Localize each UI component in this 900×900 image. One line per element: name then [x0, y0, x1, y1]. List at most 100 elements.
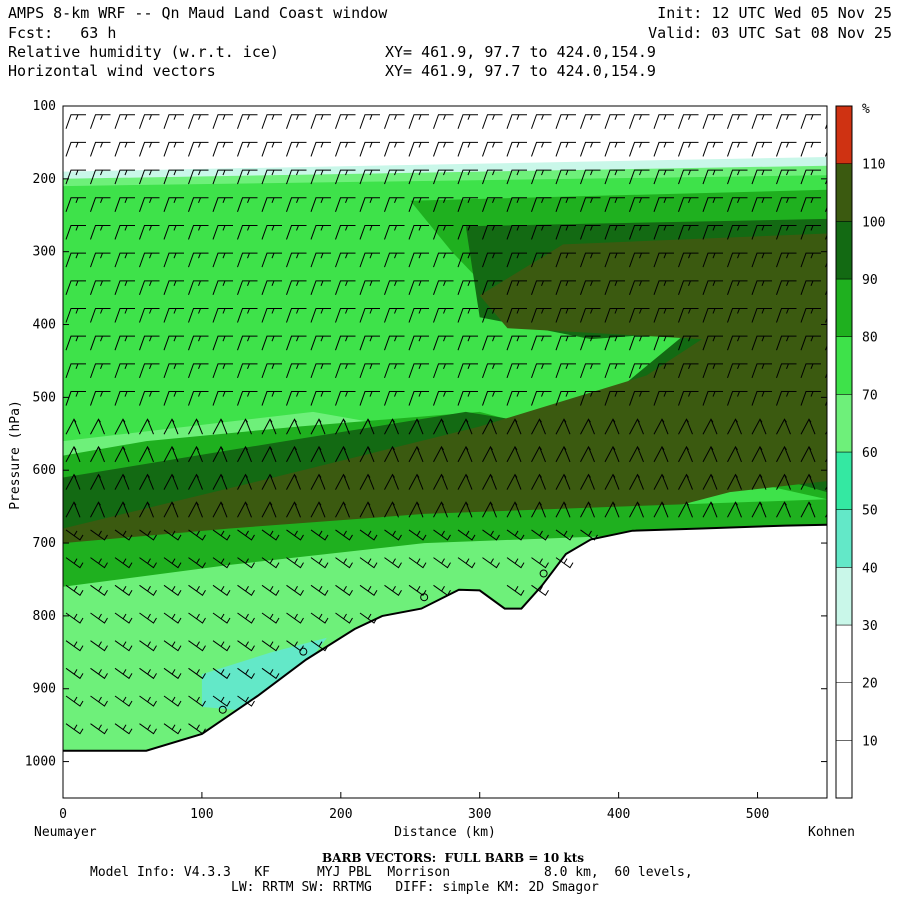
wind-barb [212, 612, 231, 624]
wind-barb [335, 501, 350, 518]
wind-barb [163, 280, 184, 295]
wind-barb [629, 391, 650, 406]
wind-barb [237, 640, 255, 652]
wind-barb [555, 141, 576, 157]
wind-barb [359, 363, 380, 379]
wind-barb [702, 445, 718, 463]
wind-barb [90, 335, 111, 351]
wind-barb [776, 418, 791, 435]
wind-barb [482, 169, 503, 185]
colorbar-swatch [835, 163, 853, 222]
wind-barb [359, 169, 380, 185]
wind-barb [237, 363, 258, 379]
wind-barb [188, 169, 209, 185]
wind-barb [580, 224, 601, 240]
wind-barb [90, 418, 105, 435]
wind-barb [433, 169, 454, 185]
wind-barb [751, 473, 767, 490]
wind-barb [555, 335, 576, 351]
wind-barb [90, 197, 111, 212]
wind-barb [212, 391, 233, 406]
colorbar-swatch [835, 105, 853, 164]
wind-barb [727, 280, 748, 295]
wind-barb [727, 335, 748, 351]
wind-barb [408, 418, 424, 435]
wind-barb [163, 584, 182, 597]
xy-line-2: XY= 461.9, 97.7 to 424.0,154.9 [385, 62, 656, 80]
x-tick-label: 500 [746, 807, 769, 822]
wind-barb [384, 197, 405, 212]
field-label-rh: Relative humidity (w.r.t. ice) [8, 43, 279, 61]
wind-barb [384, 501, 399, 518]
wind-barb [90, 114, 111, 129]
wind-barb [555, 114, 576, 129]
wind-barb [531, 501, 546, 518]
wind-barb [139, 695, 157, 707]
wind-barb [776, 252, 797, 268]
colorbar-swatch [835, 221, 853, 280]
wind-barb [359, 335, 380, 351]
wind-barb [580, 363, 601, 379]
wind-barb [114, 391, 135, 406]
wind-barb [163, 557, 182, 569]
wind-barb [433, 418, 448, 435]
wind-barb [408, 584, 427, 597]
wind-barb [457, 363, 478, 379]
wind-barb [433, 584, 451, 597]
wind-barb [163, 473, 179, 490]
model-info-line2: LW: RRTM SW: RRTMG DIFF: simple KM: 2D S… [231, 880, 599, 895]
wind-barb [310, 584, 329, 597]
wind-barb [800, 335, 821, 351]
wind-barb [237, 280, 258, 295]
wind-barb [237, 224, 258, 240]
xy-line-1: XY= 461.9, 97.7 to 424.0,154.9 [385, 43, 656, 61]
wind-barb [261, 445, 277, 463]
wind-barb [384, 114, 405, 129]
colorbar-swatch [835, 509, 853, 568]
wind-barb [433, 252, 454, 268]
wind-barb [139, 308, 160, 323]
wind-barb [310, 418, 326, 435]
wind-barb [188, 667, 206, 680]
wind-barb [335, 141, 356, 157]
wind-barb [653, 335, 674, 351]
wind-barb [433, 114, 454, 129]
wind-barb [580, 280, 601, 295]
wind-barb [188, 529, 206, 541]
surface-station-marker [539, 569, 548, 578]
wind-barb [335, 363, 356, 379]
wind-barb [261, 197, 282, 212]
wind-barb [408, 169, 429, 185]
x-tick-label: 0 [59, 807, 67, 822]
wind-barb [90, 723, 108, 735]
wind-barb [702, 391, 723, 406]
wind-barb [604, 308, 625, 323]
wind-barb [261, 363, 282, 379]
wind-barb [653, 280, 674, 295]
wind-barb [776, 224, 797, 240]
wind-barb [286, 418, 301, 435]
wind-barb [163, 335, 184, 351]
wind-barb [261, 667, 280, 680]
wind-barb [286, 280, 307, 295]
wind-barb [433, 557, 451, 569]
wind-barb [629, 169, 650, 185]
wind-barb [531, 557, 549, 569]
wind-barb [286, 169, 307, 185]
wind-barb [433, 501, 448, 518]
y-tick-label: 400 [33, 318, 56, 333]
wind-barb [237, 501, 252, 518]
wind-barb [359, 280, 380, 295]
wind-barb [629, 308, 650, 323]
wind-barb [580, 335, 601, 351]
wind-barb [310, 363, 331, 379]
wind-barb [751, 197, 772, 212]
wind-barb [678, 252, 699, 268]
wind-barb [310, 501, 326, 518]
wind-barb [286, 445, 301, 463]
wind-barb [751, 252, 772, 268]
wind-barb [310, 557, 329, 569]
wind-barb [433, 529, 451, 541]
wind-barb [678, 501, 693, 518]
wind-barb [629, 224, 650, 240]
